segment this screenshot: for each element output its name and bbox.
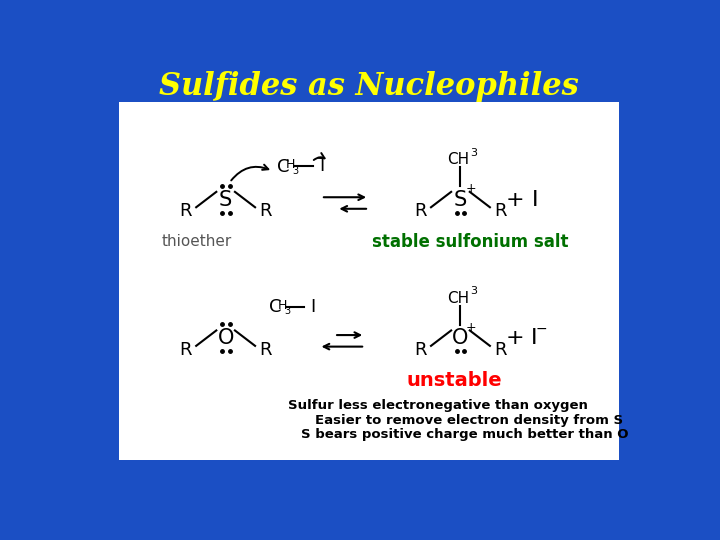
Text: thioether: thioether <box>162 234 232 249</box>
Text: S bears positive charge much better than O: S bears positive charge much better than… <box>301 428 629 441</box>
Text: +: + <box>465 321 476 334</box>
Text: I: I <box>310 298 315 315</box>
Text: −: − <box>536 322 548 336</box>
Text: I: I <box>531 190 538 210</box>
Text: R: R <box>414 202 426 220</box>
Text: 3: 3 <box>470 286 477 296</box>
Text: CH: CH <box>447 152 469 167</box>
Text: R: R <box>414 341 426 359</box>
Text: O: O <box>217 328 234 348</box>
Text: C: C <box>276 158 289 176</box>
Text: +: + <box>466 183 477 195</box>
Text: I: I <box>531 328 537 348</box>
Text: Sulfur less electronegative than oxygen: Sulfur less electronegative than oxygen <box>287 400 588 413</box>
Text: S: S <box>454 190 467 210</box>
Text: O: O <box>452 328 469 348</box>
Text: R: R <box>495 202 507 220</box>
Text: 3: 3 <box>470 147 477 158</box>
Text: R: R <box>260 341 272 359</box>
Text: CH: CH <box>447 291 469 306</box>
Text: 3: 3 <box>292 166 298 176</box>
Text: H: H <box>285 158 294 171</box>
Text: Easier to remove electron density from S: Easier to remove electron density from S <box>315 414 623 427</box>
Text: +: + <box>505 190 524 210</box>
Text: R: R <box>260 202 272 220</box>
Text: R: R <box>495 341 507 359</box>
Text: R: R <box>179 202 192 220</box>
Text: I: I <box>319 158 324 176</box>
Text: stable sulfonium salt: stable sulfonium salt <box>372 233 568 251</box>
Text: R: R <box>179 341 192 359</box>
Bar <box>120 102 618 460</box>
Text: S: S <box>219 190 233 210</box>
Text: H: H <box>277 299 287 312</box>
Text: unstable: unstable <box>406 371 502 390</box>
Text: 3: 3 <box>284 306 291 316</box>
Text: +: + <box>505 328 524 348</box>
Text: Sulfides as Nucleophiles: Sulfides as Nucleophiles <box>159 71 579 102</box>
Text: C: C <box>269 298 282 316</box>
